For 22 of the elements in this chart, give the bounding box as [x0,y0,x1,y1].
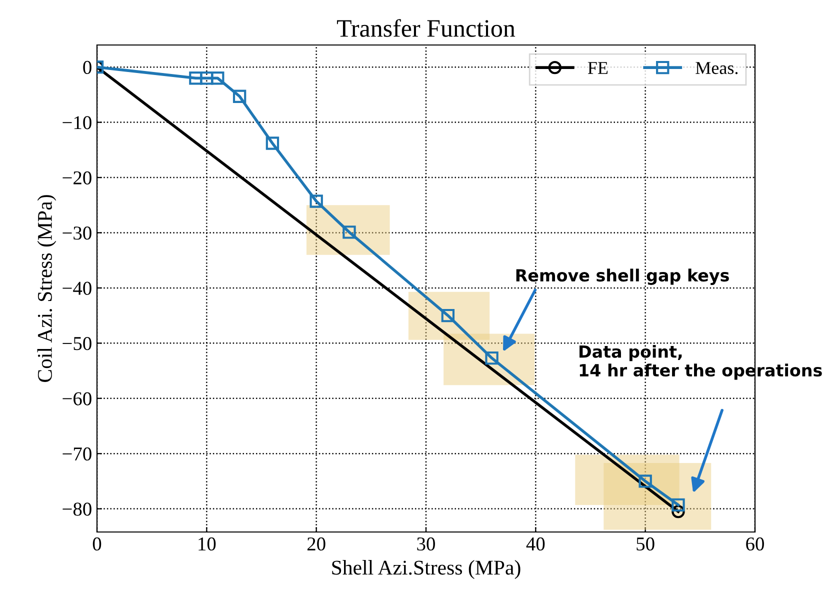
x-tick-label: 30 [417,537,435,551]
y-tick-label: −50 [62,336,92,350]
x-tick-label: 10 [198,537,216,551]
y-tick-label: −30 [62,226,92,240]
legend-label: Meas. [696,62,738,74]
y-tick-label: 0 [83,60,92,74]
y-tick-label: −80 [62,502,92,516]
x-tick-label: 20 [307,537,326,551]
x-axis-title: Shell Azi.Stress (MPa) [332,560,520,579]
y-axis-title: Coil Azi. Stress (MPa) [37,195,56,382]
y-tick-label: −40 [62,282,92,295]
x-tick-label: 50 [636,537,654,551]
y-tick-label: −10 [62,116,92,130]
legend-label: FE [588,62,608,74]
annotation: Remove shell gap keys [516,268,729,285]
y-tick-label: −20 [62,171,92,184]
x-tick-label: 60 [746,537,764,551]
chart-title: Transfer Function [336,19,516,37]
x-tick-label: 40 [526,537,545,551]
x-tick-label: 0 [92,537,102,551]
y-tick-label: −70 [62,447,92,461]
y-tick-label: −60 [62,392,92,406]
